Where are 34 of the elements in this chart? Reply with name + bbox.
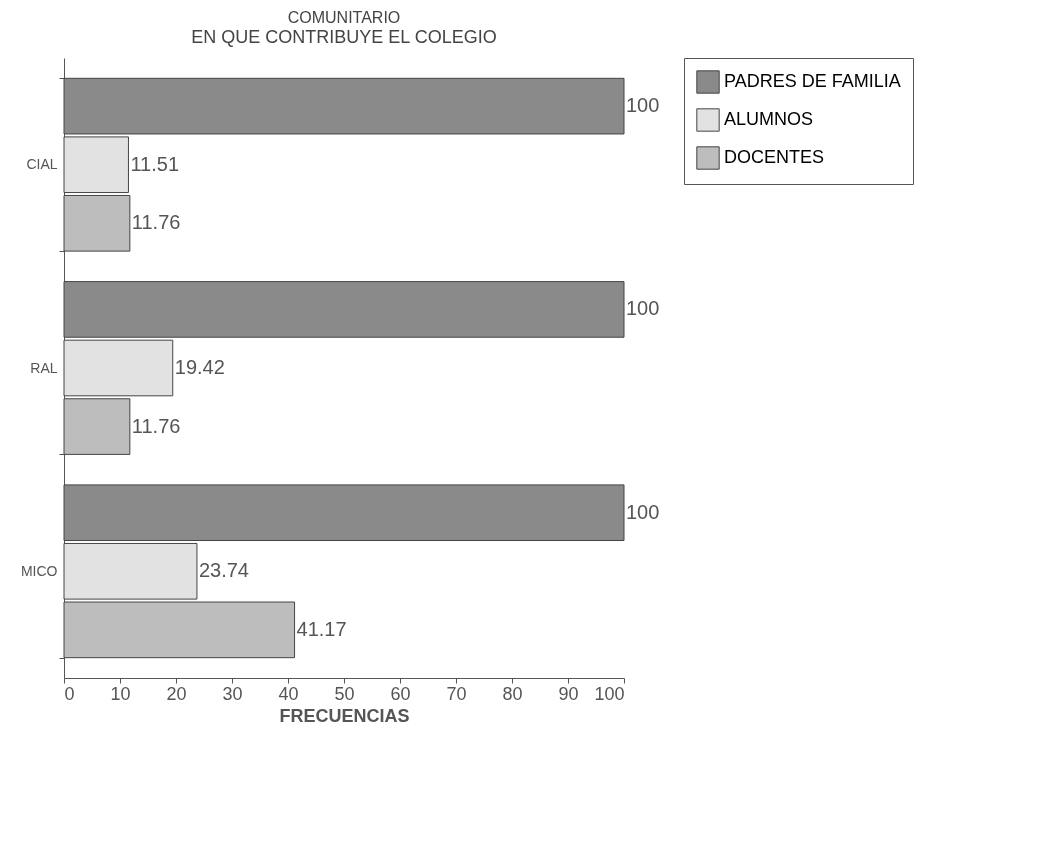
- data-label: 19.42: [174, 356, 225, 378]
- y-tick-label: MICO: [20, 562, 58, 579]
- chart-subtitle: EN QUE CONTRIBUYE EL COLEGIO: [191, 27, 497, 47]
- x-tick-label: 60: [390, 683, 411, 704]
- x-tick-label: 20: [166, 683, 187, 704]
- bar: [63, 281, 625, 338]
- data-label: 100: [626, 297, 660, 320]
- x-axis-title: FRECUENCIAS: [279, 705, 410, 726]
- legend-label: DOCENTES: [724, 147, 825, 167]
- x-tick-label: 50: [334, 683, 355, 704]
- data-label: 100: [626, 94, 660, 117]
- x-tick-label: 10: [110, 683, 131, 704]
- bar: [63, 194, 131, 252]
- x-tick-label: 40: [278, 683, 299, 704]
- bar: [63, 339, 174, 397]
- chart-title: COMUNITARIO: [287, 9, 401, 26]
- x-tick-label: 70: [446, 683, 467, 704]
- y-tick-label: CIAL: [26, 156, 58, 173]
- data-label: 100: [626, 500, 660, 523]
- bar: [63, 484, 625, 542]
- x-tick-label: 90: [558, 683, 579, 704]
- x-tick-label: 80: [502, 683, 523, 704]
- x-tick-label: 30: [222, 683, 243, 704]
- x-tick-label: 0: [64, 683, 75, 704]
- legend-label: ALUMNOS: [724, 109, 814, 129]
- y-tick-label: RAL: [30, 359, 58, 376]
- data-label: 11.51: [130, 152, 180, 175]
- data-label: 41.17: [296, 617, 347, 640]
- x-tick-label: 100: [594, 683, 625, 704]
- legend-label: PADRES DE FAMILIA: [724, 71, 901, 91]
- bar: [63, 398, 131, 455]
- data-label: 23.74: [198, 559, 250, 582]
- data-label: 11.76: [131, 414, 181, 437]
- data-label: 11.76: [131, 211, 181, 234]
